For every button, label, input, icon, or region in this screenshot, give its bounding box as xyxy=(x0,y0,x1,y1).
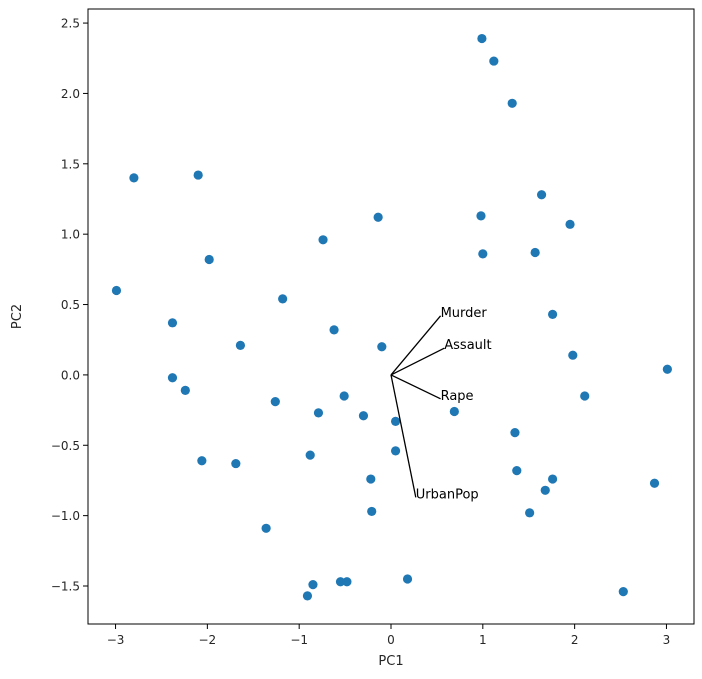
y-tick-label: 2.5 xyxy=(61,17,80,31)
data-point xyxy=(540,485,550,495)
data-point xyxy=(313,408,324,418)
data-point xyxy=(568,350,578,360)
points-layer xyxy=(111,33,672,601)
data-point xyxy=(476,211,486,221)
data-point xyxy=(402,574,413,584)
data-point xyxy=(510,428,520,438)
data-point xyxy=(565,219,575,229)
x-tick-label: 2 xyxy=(571,633,579,647)
x-tick-label: −2 xyxy=(199,633,217,647)
data-point xyxy=(231,458,241,469)
data-point xyxy=(377,342,387,352)
y-tick-label: −1.0 xyxy=(51,509,80,523)
data-point xyxy=(507,98,517,108)
data-point xyxy=(449,406,459,417)
loading-label: Assault xyxy=(444,338,491,353)
x-tick-label: 0 xyxy=(387,633,395,647)
data-point xyxy=(548,474,558,484)
data-point xyxy=(580,391,590,401)
data-point xyxy=(204,254,214,265)
data-point xyxy=(536,190,547,200)
y-tick-label: 0.0 xyxy=(61,368,80,382)
data-point xyxy=(180,385,190,395)
data-point xyxy=(367,506,377,517)
x-tick-label: −1 xyxy=(290,633,308,647)
y-axis: −1.5 −1.0 −0.5 0.0 0.5 1.0 1.5 2.0 2.5 xyxy=(51,17,88,594)
data-point xyxy=(167,318,178,328)
y-tick-label: −0.5 xyxy=(51,439,80,453)
data-point xyxy=(390,446,401,456)
data-point xyxy=(358,411,369,421)
x-tick-label: 1 xyxy=(479,633,487,647)
x-tick-label: 3 xyxy=(663,633,671,647)
data-point xyxy=(129,173,139,183)
data-point xyxy=(489,56,499,66)
data-point xyxy=(339,391,349,401)
loading-label: UrbanPop xyxy=(416,487,479,502)
data-point xyxy=(548,309,558,319)
data-point xyxy=(618,587,628,597)
data-point xyxy=(261,523,271,533)
data-point xyxy=(373,212,383,222)
data-point xyxy=(342,577,352,587)
loadings-layer: Murder Assault Rape UrbanPop xyxy=(390,306,492,502)
data-point xyxy=(366,474,376,484)
y-tick-label: 0.5 xyxy=(61,298,80,312)
loading-arrow xyxy=(390,315,442,376)
y-tick-label: −1.5 xyxy=(51,580,80,594)
loading-label: Murder xyxy=(441,306,488,321)
loading-arrow xyxy=(390,347,445,376)
data-point xyxy=(235,340,246,350)
data-point xyxy=(335,577,346,587)
data-point xyxy=(197,456,207,466)
y-tick-label: 1.0 xyxy=(61,228,80,242)
y-axis-label: PC2 xyxy=(10,304,25,329)
data-point xyxy=(530,247,540,258)
data-point xyxy=(649,478,660,488)
data-point xyxy=(111,285,122,296)
data-point xyxy=(167,373,178,383)
x-axis: −3 −2 −1 0 1 2 3 xyxy=(107,624,671,647)
y-tick-label: 1.5 xyxy=(61,157,80,171)
data-point xyxy=(525,508,535,518)
data-point xyxy=(302,591,313,601)
data-point xyxy=(305,450,315,460)
data-point xyxy=(478,249,488,259)
x-tick-label: −3 xyxy=(107,633,125,647)
data-point xyxy=(390,416,401,426)
data-point xyxy=(278,294,288,304)
data-point xyxy=(477,33,487,44)
data-point xyxy=(318,235,328,245)
data-point xyxy=(662,364,672,374)
data-point xyxy=(329,325,339,335)
y-tick-label: 2.0 xyxy=(61,87,80,101)
loading-arrow xyxy=(390,374,441,400)
loading-arrow xyxy=(390,374,417,498)
data-point xyxy=(308,579,318,590)
x-axis-label: PC1 xyxy=(378,654,403,669)
data-point xyxy=(270,397,280,407)
data-point xyxy=(512,466,522,476)
data-point xyxy=(193,170,203,180)
loading-label: Rape xyxy=(441,389,474,404)
